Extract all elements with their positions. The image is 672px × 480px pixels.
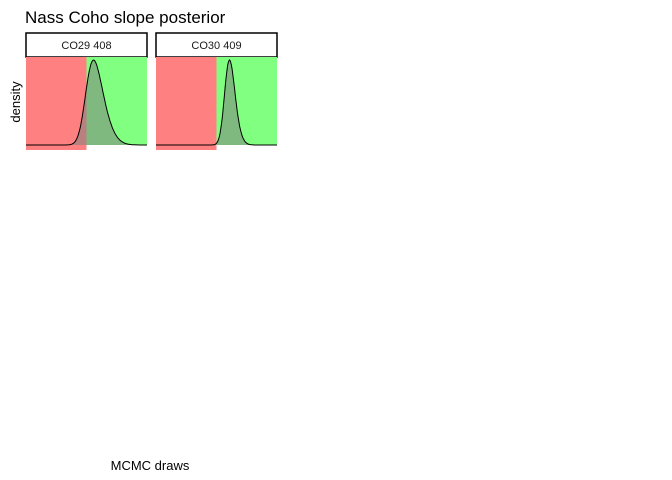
y-axis-label: density xyxy=(8,81,23,123)
facet-strip-0 xyxy=(25,32,148,58)
density-line-0 xyxy=(26,59,147,146)
x-axis-label: MCMC draws xyxy=(111,458,190,473)
region-below-zero-1 xyxy=(156,57,217,150)
region-below-zero-0 xyxy=(26,57,87,150)
facet-panels: CO29 408 CO30 409 xyxy=(25,32,278,150)
facet-label-0: CO29 408 xyxy=(61,40,111,52)
density-area-0 xyxy=(26,60,147,145)
chart-title: Nass Coho slope posterior xyxy=(25,8,226,27)
density-line-1 xyxy=(156,59,277,146)
facet-strip-1 xyxy=(155,32,278,58)
facet-label-1: CO30 409 xyxy=(191,40,241,52)
